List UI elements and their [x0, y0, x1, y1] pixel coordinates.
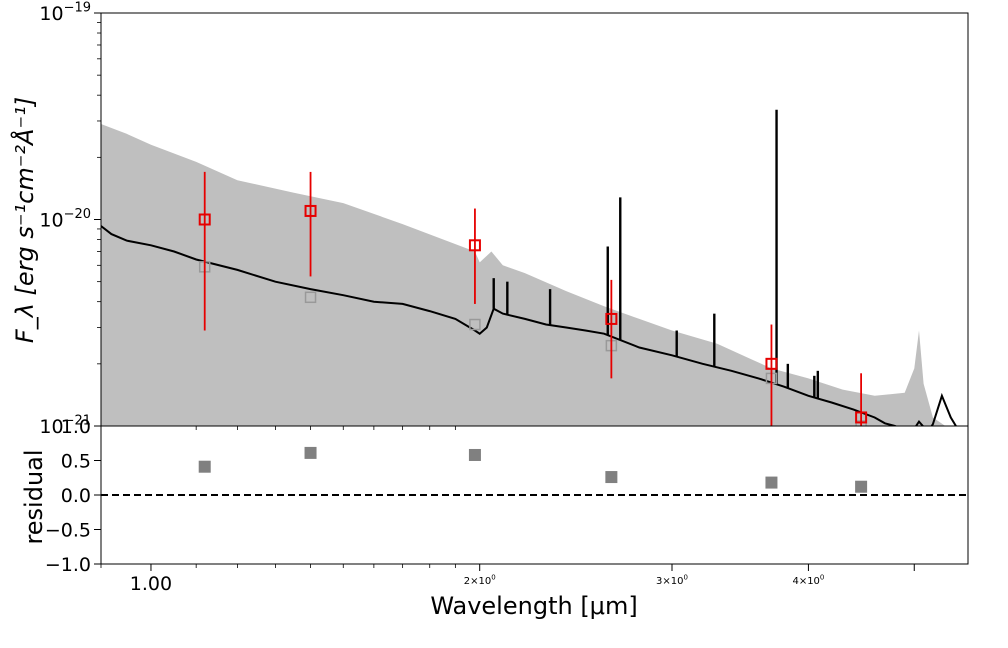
residual-y-tick-label: −1.0	[45, 554, 91, 576]
observed-flux-point	[304, 204, 317, 217]
residual-point	[468, 448, 481, 461]
observed-flux-point	[468, 239, 481, 252]
model-range-envelope	[101, 124, 968, 426]
residual-axis-label: residual	[20, 449, 48, 544]
residual-point	[304, 446, 317, 459]
residual-point	[855, 480, 868, 493]
residual-point	[605, 471, 618, 484]
residual-panel: 1.0 0.5 0.0 −0.5 −1.0 1.00 2×100 3×100 4×100 re…	[20, 416, 969, 620]
residual-y-tick-label: 1.0	[61, 416, 91, 438]
y-tick-label: 10−21	[39, 413, 91, 438]
x-tick-label: 4×100	[792, 574, 824, 588]
y-tick-label: 10−19	[39, 0, 91, 25]
wavelength-axis-label: Wavelength [μm]	[430, 592, 637, 620]
observed-flux-point	[605, 312, 618, 325]
residual-y-tick-label: −0.5	[45, 520, 91, 542]
y-tick-label: 10−20	[39, 207, 91, 232]
best-fit-model-spectrum	[101, 225, 958, 426]
observed-flux-point	[765, 357, 778, 370]
x-tick-label: 3×100	[656, 574, 688, 588]
residual-point	[765, 476, 778, 489]
model-photometry-point	[304, 291, 317, 304]
residual-point	[198, 460, 211, 473]
residual-y-tick-label: 0.5	[61, 451, 91, 473]
observed-flux-point	[198, 213, 211, 226]
residual-y-tick-label: 0.0	[61, 485, 91, 507]
x-tick-label: 1.00	[130, 573, 172, 595]
spectrum-panel: 10−19 10−20 10−21 F_λ [erg s⁻¹cm⁻²Å⁻¹]	[10, 0, 969, 438]
model-photometry-point	[469, 318, 481, 331]
residual-axes-frame	[100, 425, 969, 565]
x-tick-label: 2×100	[464, 574, 496, 588]
observed-flux-point	[855, 411, 868, 424]
flux-axis-label: F_λ [erg s⁻¹cm⁻²Å⁻¹]	[10, 97, 39, 343]
